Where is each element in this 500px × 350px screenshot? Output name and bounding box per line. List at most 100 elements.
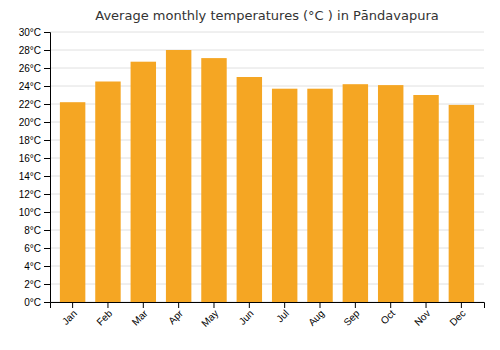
bar (95, 82, 120, 303)
y-tick-mark (44, 32, 50, 33)
y-tick: 2°C (24, 279, 50, 290)
y-tick-label: 8°C (24, 225, 41, 236)
y-tick-label: 10°C (19, 207, 41, 218)
bar (237, 77, 262, 302)
x-tick: Jan (60, 302, 79, 327)
y-tick: 16°C (19, 153, 50, 164)
x-tick: Jun (237, 302, 256, 327)
x-tick-label: Mar (130, 307, 150, 327)
x-tick-mark (178, 302, 179, 308)
y-tick-mark (44, 248, 50, 249)
y-tick-label: 30°C (19, 27, 41, 38)
y-tick: 12°C (19, 189, 50, 200)
x-tick-label: Jun (237, 308, 256, 327)
y-tick: 10°C (19, 207, 50, 218)
y-tick-mark (44, 176, 50, 177)
y-tick-mark (44, 230, 50, 231)
y-tick: 20°C (19, 117, 50, 128)
x-tick: Dec (447, 302, 467, 328)
y-tick-mark (44, 302, 50, 303)
grid (50, 32, 484, 302)
y-tick-label: 22°C (19, 99, 41, 110)
y-tick-label: 28°C (19, 45, 41, 56)
y-tick: 28°C (19, 45, 50, 56)
x-tick: Feb (94, 302, 114, 328)
y-tick-mark (44, 140, 50, 141)
y-tick: 22°C (19, 99, 50, 110)
x-tick-label: Apr (166, 307, 185, 326)
x-tick-label: Oct (378, 308, 397, 327)
grid-line (50, 50, 484, 51)
x-tick-label: May (199, 308, 220, 329)
y-tick: 8°C (24, 225, 50, 236)
y-tick-label: 14°C (19, 171, 41, 182)
x-axis-line (51, 303, 485, 309)
bar (131, 62, 156, 302)
x-tick-label: Aug (306, 308, 326, 328)
x-tick-mark (213, 302, 214, 308)
x-tick-mark (461, 302, 462, 308)
x-tick: Jul (274, 302, 291, 324)
x-tick-mark (390, 302, 391, 308)
x-tick: Aug (306, 302, 326, 328)
y-tick-label: 12°C (19, 189, 41, 200)
y-tick: 18°C (19, 135, 50, 146)
y-tick-mark (44, 50, 50, 51)
x-tick-mark (355, 302, 356, 308)
x-tick-mark (143, 302, 144, 308)
y-tick-mark (44, 212, 50, 213)
x-axis: Jan Feb Mar Apr May Jun Jul Aug Sep Oct Nov Dec (51, 302, 485, 329)
y-tick-label: 2°C (24, 279, 41, 290)
y-tick-mark (44, 284, 50, 285)
x-tick-mark (72, 302, 73, 308)
y-tick: 4°C (24, 261, 50, 272)
bar (60, 102, 85, 302)
x-tick-label: Dec (447, 308, 467, 328)
x-tick: Nov (412, 302, 432, 328)
chart-svg: 0°C 2°C 4°C 6°C 8°C 10°C 12°C 14°C 16°C 18°C 20°C 2… (0, 0, 500, 350)
y-tick-label: 6°C (24, 243, 41, 254)
y-tick-label: 16°C (19, 153, 41, 164)
y-tick-label: 20°C (19, 117, 41, 128)
bar (343, 84, 368, 302)
y-tick-mark (44, 194, 50, 195)
bar (272, 89, 297, 302)
y-axis-line (44, 33, 51, 303)
y-tick-mark (44, 86, 50, 87)
y-tick-label: 4°C (24, 261, 41, 272)
bar (449, 105, 474, 302)
bar (413, 95, 438, 302)
x-tick-label: Feb (94, 307, 114, 327)
y-tick-mark (44, 122, 50, 123)
bar (378, 85, 403, 302)
x-tick-mark (107, 302, 108, 308)
x-tick-label: Jan (60, 308, 79, 327)
x-tick-mark (284, 302, 285, 308)
y-tick-mark (44, 68, 50, 69)
x-tick-mark (320, 302, 321, 308)
y-tick-mark (44, 158, 50, 159)
y-tick: 30°C (19, 27, 50, 38)
x-tick-label: Sep (341, 307, 362, 328)
y-axis: 0°C 2°C 4°C 6°C 8°C 10°C 12°C 14°C 16°C 18°C 20°C 2… (19, 27, 51, 308)
y-tick-label: 24°C (19, 81, 41, 92)
y-tick: 26°C (19, 63, 50, 74)
y-tick: 6°C (24, 243, 50, 254)
x-tick: Sep (341, 302, 362, 328)
chart-container: 0°C 2°C 4°C 6°C 8°C 10°C 12°C 14°C 16°C 18°C 20°C 2… (0, 0, 500, 350)
x-tick: Mar (130, 302, 150, 328)
bar (201, 58, 226, 302)
bar (307, 89, 332, 302)
y-tick-label: 18°C (19, 135, 41, 146)
grid-line (50, 32, 484, 33)
x-tick-mark (249, 302, 250, 308)
bars (60, 50, 474, 302)
grid-line (50, 68, 484, 69)
x-tick-mark (426, 302, 427, 308)
x-tick: Apr (166, 302, 185, 326)
y-tick-mark (44, 266, 50, 267)
y-tick: 0°C (24, 297, 50, 308)
title: Average monthly temperatures (°C ) in Pā… (95, 8, 438, 23)
y-tick: 14°C (19, 171, 50, 182)
x-tick-label: Nov (412, 308, 432, 328)
